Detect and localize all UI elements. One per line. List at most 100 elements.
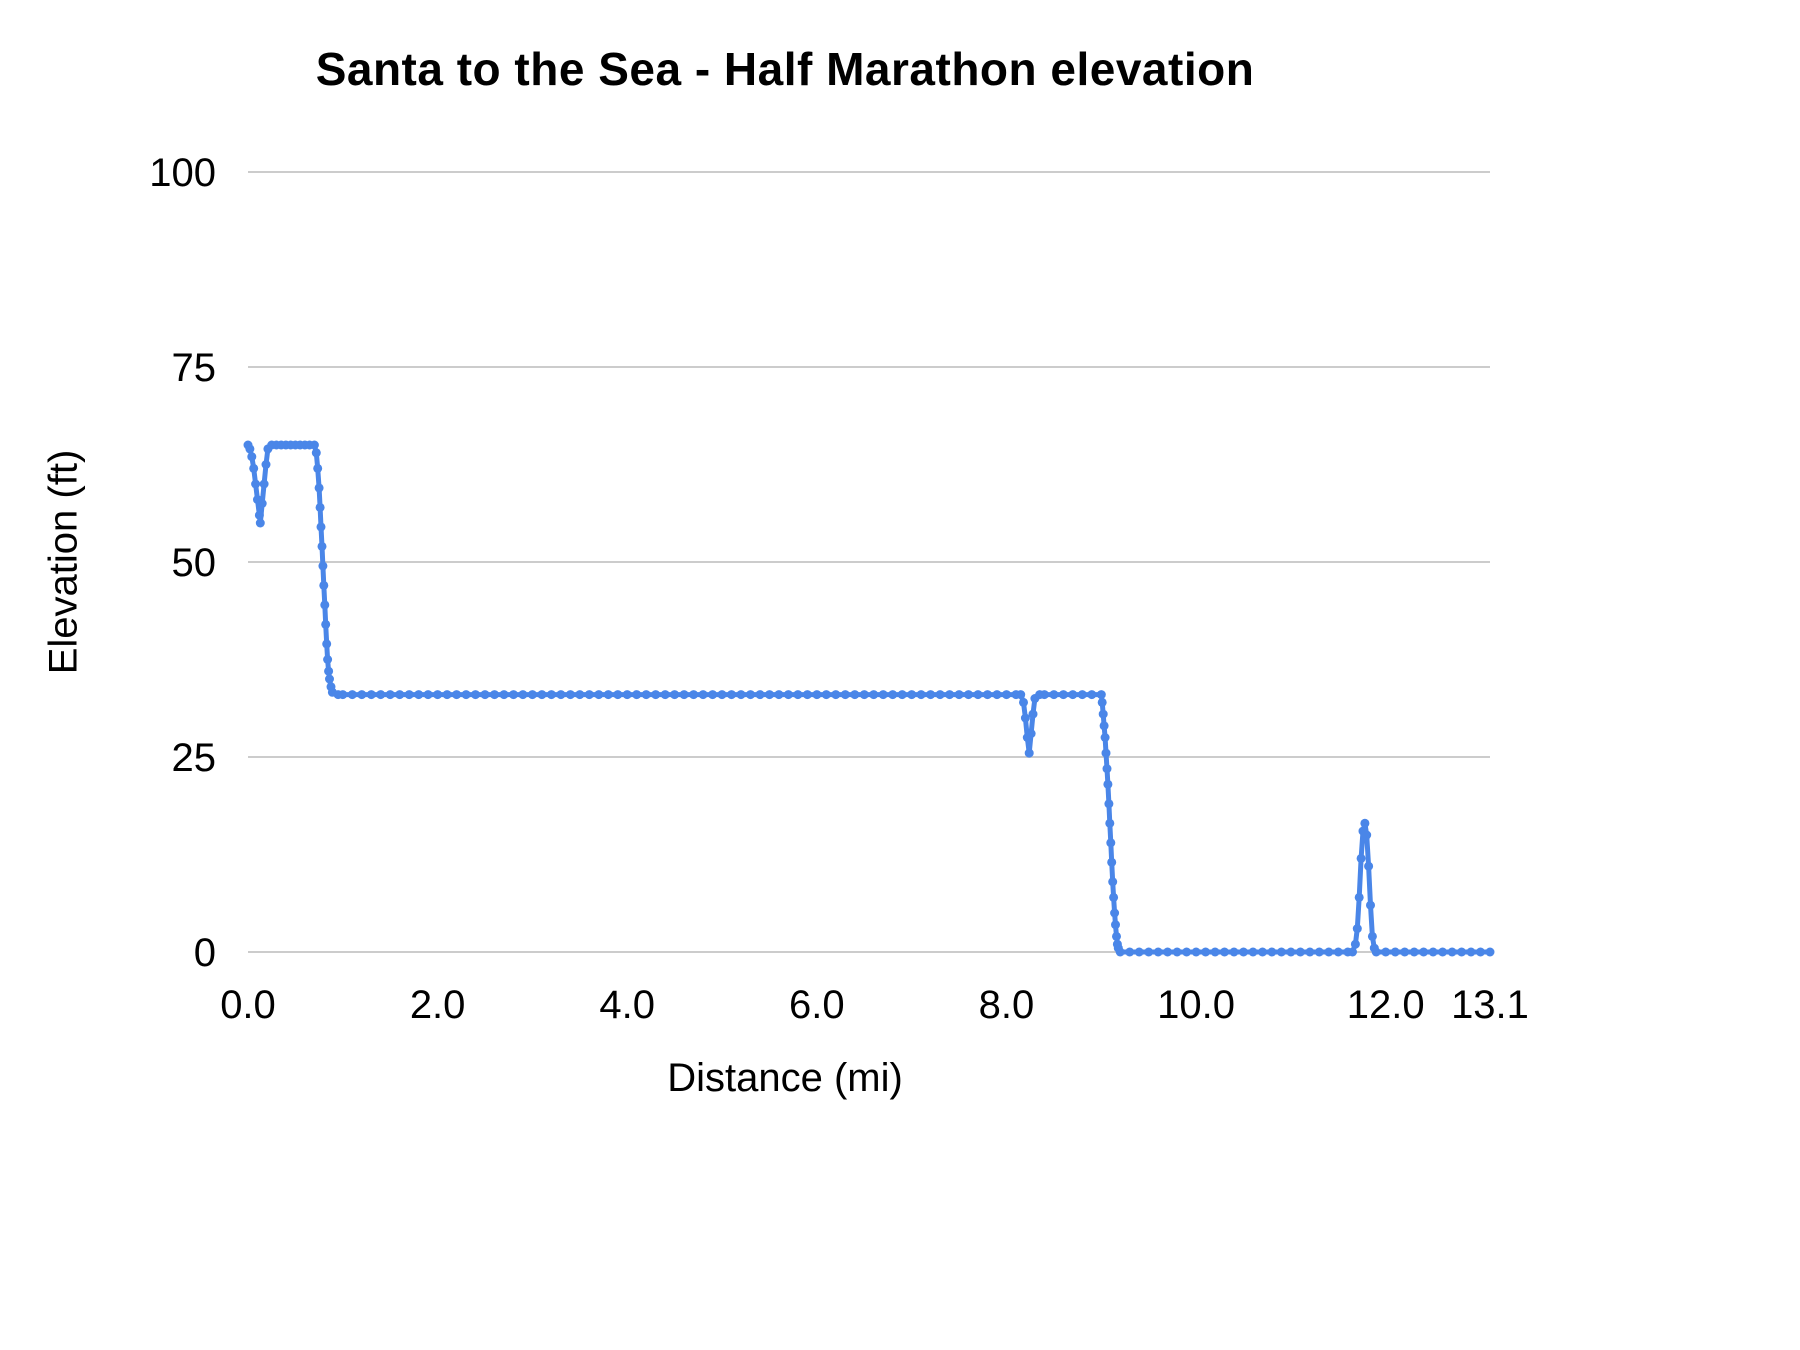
data-point-marker	[1115, 947, 1125, 957]
data-point-marker	[698, 690, 708, 700]
data-point-marker	[1457, 947, 1467, 957]
data-point-marker	[632, 690, 642, 700]
data-point-marker	[404, 690, 414, 700]
data-point-marker	[1229, 947, 1239, 957]
data-point-marker	[1371, 947, 1381, 957]
data-point-marker	[1419, 947, 1429, 957]
data-point-marker	[983, 690, 992, 700]
data-point-marker	[1360, 818, 1370, 828]
data-point-marker	[309, 440, 319, 450]
data-point-marker	[254, 510, 264, 520]
x-tick-label: 13.1	[1451, 983, 1529, 1027]
data-point-marker	[315, 502, 325, 512]
data-point-marker	[1111, 920, 1120, 930]
data-point-marker	[973, 690, 983, 700]
data-point-marker	[1182, 947, 1192, 957]
data-point-marker	[1333, 947, 1343, 957]
data-point-marker	[1220, 947, 1229, 957]
y-tick-label: 0	[194, 931, 216, 975]
data-point-marker	[1390, 947, 1400, 957]
data-point-marker	[259, 479, 269, 489]
data-point-marker	[1267, 947, 1277, 957]
data-point-marker	[1026, 729, 1036, 739]
x-axis-title: Distance (mi)	[667, 1056, 903, 1100]
data-point-marker	[323, 655, 333, 664]
data-point-marker	[1099, 721, 1109, 731]
data-point-marker	[1100, 733, 1110, 742]
data-point-marker	[1163, 947, 1173, 957]
data-point-marker	[1102, 764, 1112, 774]
data-point-marker	[311, 448, 321, 458]
data-point-marker	[812, 690, 822, 700]
data-point-marker	[869, 690, 879, 700]
data-point-marker	[537, 690, 547, 700]
data-point-marker	[338, 690, 348, 700]
data-point-marker	[1101, 748, 1111, 758]
data-point-marker	[245, 444, 255, 454]
data-point-marker	[452, 690, 462, 700]
data-point-marker	[433, 690, 443, 700]
data-point-marker	[1098, 709, 1108, 719]
data-point-marker	[480, 690, 490, 700]
data-point-marker	[1276, 947, 1286, 957]
data-point-marker	[1105, 818, 1115, 828]
data-point-marker	[366, 690, 376, 700]
data-point-marker	[395, 690, 405, 700]
data-point-marker	[746, 690, 755, 700]
data-point-marker	[1447, 947, 1457, 957]
x-tick-label: 4.0	[599, 983, 655, 1027]
data-point-marker	[249, 463, 259, 473]
y-tick-label: 75	[172, 346, 217, 390]
data-point-marker	[651, 690, 661, 700]
data-point-marker	[1400, 947, 1410, 957]
data-point-marker	[442, 690, 452, 700]
data-point-marker	[1201, 947, 1211, 957]
data-point-marker	[622, 690, 632, 700]
data-point-marker	[1087, 690, 1097, 700]
data-point-marker	[1109, 892, 1119, 902]
data-point-marker	[831, 690, 841, 700]
data-point-marker	[1239, 947, 1248, 957]
data-point-marker	[727, 690, 736, 700]
data-point-marker	[1068, 690, 1078, 700]
data-point-marker	[347, 690, 357, 700]
data-point-marker	[1108, 877, 1118, 887]
data-point-marker	[546, 690, 556, 700]
data-point-marker	[594, 690, 604, 700]
data-point-marker	[1476, 947, 1485, 957]
data-point-marker	[878, 690, 888, 700]
data-point-marker	[954, 690, 964, 700]
data-point-marker	[689, 690, 699, 700]
data-point-marker	[736, 690, 746, 700]
data-point-marker	[859, 690, 869, 700]
data-point-marker	[1096, 690, 1106, 700]
data-point-marker	[1153, 947, 1163, 957]
data-point-marker	[1134, 947, 1144, 957]
data-point-marker	[1077, 690, 1087, 700]
data-point-marker	[565, 690, 575, 700]
data-point-marker	[1058, 690, 1068, 700]
data-point-marker	[1110, 908, 1120, 918]
data-point-marker	[320, 600, 330, 610]
data-point-marker	[376, 690, 386, 700]
data-point-marker	[802, 690, 812, 700]
data-point-marker	[527, 690, 537, 700]
data-point-marker	[490, 690, 499, 700]
y-tick-label: 25	[172, 736, 217, 780]
data-point-marker	[641, 690, 651, 700]
data-point-marker	[1258, 947, 1267, 957]
data-point-marker	[1002, 690, 1011, 700]
data-point-marker	[821, 690, 831, 700]
data-point-marker	[1362, 830, 1372, 840]
data-point-marker	[414, 690, 424, 700]
data-point-marker	[888, 690, 898, 700]
data-point-marker	[916, 690, 926, 700]
data-point-marker	[461, 690, 471, 700]
elevation-markers	[243, 440, 1495, 957]
data-point-marker	[1097, 697, 1107, 707]
data-point-marker	[1485, 947, 1495, 957]
data-point-marker	[1356, 853, 1366, 863]
data-point-marker	[317, 541, 327, 551]
data-point-marker	[319, 580, 329, 590]
data-point-marker	[907, 690, 917, 700]
